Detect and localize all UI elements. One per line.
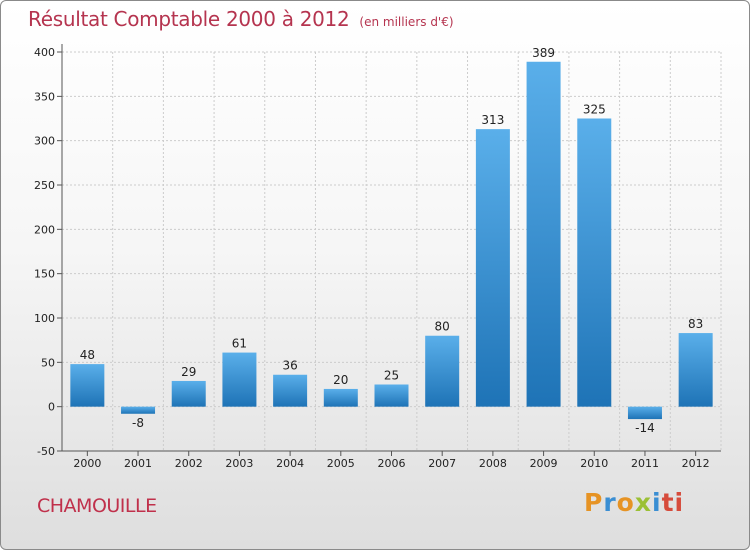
x-tick-label: 2012	[682, 457, 710, 470]
bar	[425, 335, 460, 407]
bar-value-label: 20	[333, 373, 348, 387]
bar	[627, 406, 662, 420]
x-tick-label: 2000	[73, 457, 101, 470]
bar-value-label: 313	[481, 113, 504, 127]
bar	[70, 364, 105, 407]
y-tick-label: 250	[34, 179, 55, 192]
bar	[222, 352, 257, 407]
x-tick-label: 2003	[225, 457, 253, 470]
y-tick-label: 300	[34, 135, 55, 148]
x-tick-label: 2004	[276, 457, 304, 470]
bar	[678, 333, 713, 407]
bar-value-label: -8	[132, 416, 144, 430]
commune-name: CHAMOUILLE	[37, 495, 157, 517]
title-text: Résultat Comptable 2000 à 2012	[28, 7, 350, 31]
bar-value-label: 25	[384, 369, 399, 383]
x-tick-label: 2008	[479, 457, 507, 470]
bar	[374, 384, 409, 407]
y-tick-label: 350	[34, 90, 55, 103]
chart-title: Résultat Comptable 2000 à 2012 (en millie…	[28, 7, 454, 31]
bar-value-label: 61	[232, 337, 247, 351]
bar-value-label: 48	[80, 348, 95, 362]
bar-value-label: 325	[583, 103, 606, 117]
x-tick-label: 2009	[530, 457, 558, 470]
x-tick-label: 2007	[428, 457, 456, 470]
x-tick-label: 2010	[580, 457, 608, 470]
bar	[273, 374, 308, 407]
bar	[323, 388, 358, 407]
bar-value-label: 83	[688, 317, 703, 331]
bar-value-label: -14	[635, 421, 655, 435]
x-tick-label: 2001	[124, 457, 152, 470]
bar	[475, 129, 510, 407]
bar-value-label: 80	[435, 320, 450, 334]
y-tick-label: 50	[41, 356, 55, 369]
bar	[577, 118, 612, 407]
bar-value-label: 29	[181, 365, 196, 379]
x-tick-label: 2002	[175, 457, 203, 470]
bar	[171, 380, 206, 407]
bar-value-label: 36	[282, 359, 297, 373]
x-tick-label: 2006	[378, 457, 406, 470]
proxiti-logo: Proxiti	[584, 488, 685, 517]
y-tick-label: 0	[48, 401, 55, 414]
x-tick-label: 2005	[327, 457, 355, 470]
unit-note: (en milliers d'€)	[359, 15, 454, 29]
y-tick-label: 100	[34, 312, 55, 325]
bar-value-label: 389	[532, 46, 555, 60]
y-tick-label: 400	[34, 46, 55, 59]
bar	[526, 61, 561, 407]
y-tick-label: 150	[34, 268, 55, 281]
y-tick-label: 200	[34, 223, 55, 236]
bar	[121, 406, 156, 414]
x-tick-label: 2011	[631, 457, 659, 470]
y-tick-label: -50	[37, 445, 55, 458]
